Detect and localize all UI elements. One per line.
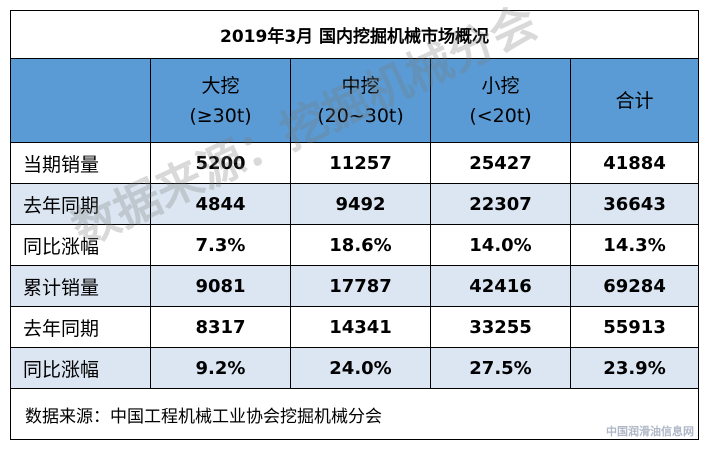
row-label: 去年同期 [10, 183, 151, 225]
value-cell: 25427 [430, 142, 571, 184]
value-cell: 8317 [150, 306, 291, 348]
header-spec: (≥30t) [189, 104, 252, 127]
value-cell: 55913 [569, 306, 700, 348]
header-cell: 合计 [569, 58, 700, 143]
data-row: 去年同期 4844 9492 22307 36643 [10, 183, 700, 225]
value-cell: 23.9% [569, 347, 700, 389]
value-cell: 18.6% [290, 224, 431, 266]
site-logo: 中国润滑油信息网 [606, 425, 694, 438]
value-cell: 33255 [430, 306, 571, 348]
value-cell: 14.3% [569, 224, 700, 266]
row-label: 去年同期 [10, 306, 151, 348]
header-spec: (<20t) [469, 104, 532, 127]
value-cell: 41884 [569, 142, 700, 184]
row-label: 同比涨幅 [10, 347, 151, 389]
value-cell: 27.5% [430, 347, 571, 389]
value-cell: 42416 [430, 265, 571, 307]
footer-row: 数据来源：中国工程机械工业协会挖掘机械分会 [9, 388, 700, 440]
header-name: 合计 [615, 89, 654, 112]
row-label: 当期销量 [10, 142, 151, 184]
header-name: 小挖 [481, 74, 520, 97]
data-row: 当期销量 5200 11257 25427 41884 [10, 142, 700, 184]
header-cell: 中挖 (20~30t) [290, 58, 431, 143]
row-label: 累计销量 [10, 265, 151, 307]
value-cell: 24.0% [290, 347, 431, 389]
value-cell: 9081 [150, 265, 291, 307]
market-table: 2019年3月 国内挖掘机械市场概况 大挖 (≥30t) 中挖 (20~30t) 小挖 (… [9, 10, 700, 440]
value-cell: 69284 [569, 265, 700, 307]
value-cell: 5200 [150, 142, 291, 184]
data-row: 同比涨幅 7.3% 18.6% 14.0% 14.3% [10, 224, 700, 266]
table-title: 2019年3月 国内挖掘机械市场概况 [9, 10, 700, 59]
value-cell: 17787 [290, 265, 431, 307]
data-row: 同比涨幅 9.2% 24.0% 27.5% 23.9% [10, 347, 700, 389]
value-cell: 22307 [430, 183, 571, 225]
value-cell: 14341 [290, 306, 431, 348]
header-cell: 小挖 (<20t) [430, 58, 571, 143]
value-cell: 14.0% [430, 224, 571, 266]
value-cell: 36643 [569, 183, 700, 225]
header-name: 大挖 [201, 74, 240, 97]
row-label: 同比涨幅 [10, 224, 151, 266]
source-note: 数据来源：中国工程机械工业协会挖掘机械分会 [9, 388, 700, 440]
data-row: 去年同期 8317 14341 33255 55913 [10, 306, 700, 348]
value-cell: 4844 [150, 183, 291, 225]
header-spec: (20~30t) [317, 104, 404, 127]
header-cell: 大挖 (≥30t) [150, 58, 291, 143]
value-cell: 11257 [290, 142, 431, 184]
table-body: 2019年3月 国内挖掘机械市场概况 大挖 (≥30t) 中挖 (20~30t) 小挖 (… [9, 10, 700, 440]
header-cell [10, 58, 151, 143]
value-cell: 9492 [290, 183, 431, 225]
header-row: 大挖 (≥30t) 中挖 (20~30t) 小挖 (<20t) 合计 [10, 58, 700, 143]
value-cell: 7.3% [150, 224, 291, 266]
header-name: 中挖 [341, 74, 380, 97]
title-row: 2019年3月 国内挖掘机械市场概况 [9, 10, 700, 59]
value-cell: 9.2% [150, 347, 291, 389]
data-row: 累计销量 9081 17787 42416 69284 [10, 265, 700, 307]
